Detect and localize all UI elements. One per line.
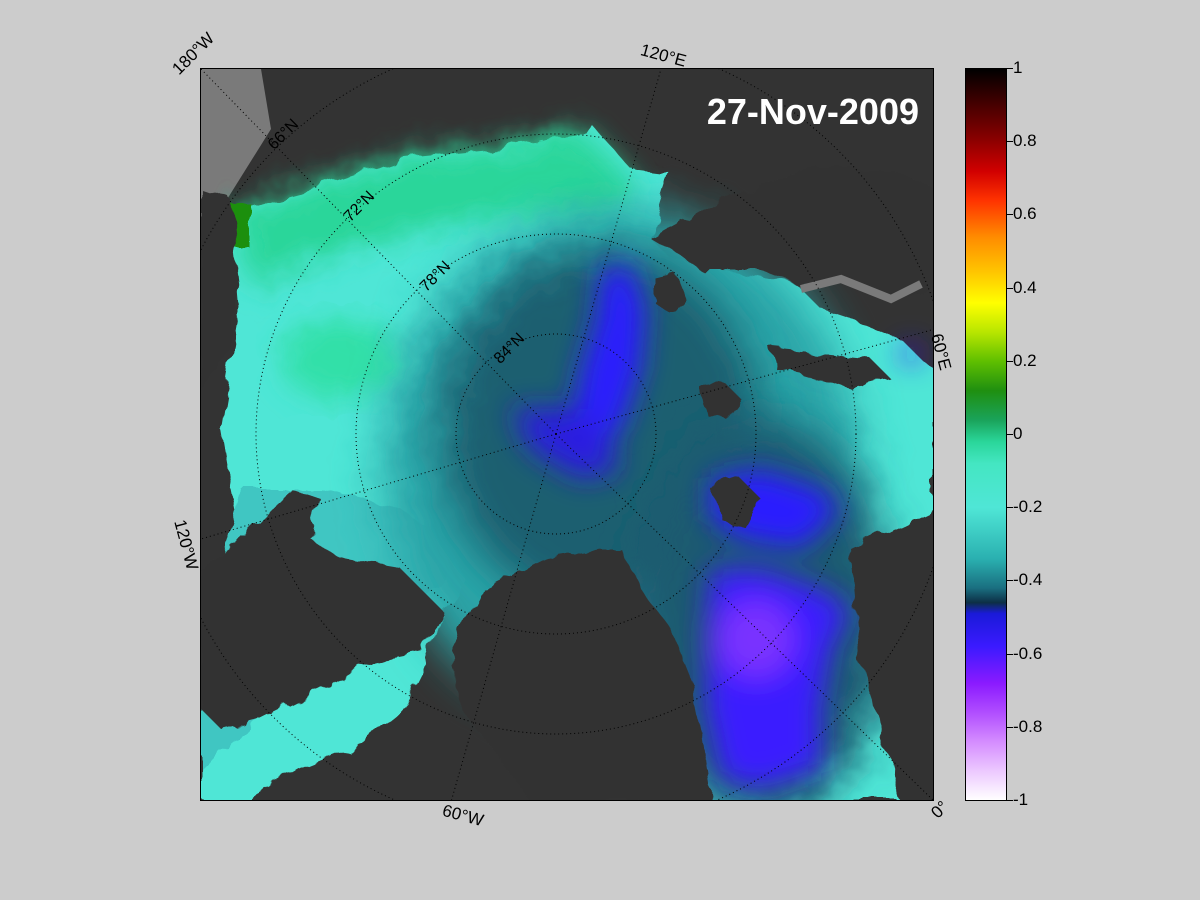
land-franz-josef (701, 379, 741, 419)
colorbar-tick-label: -0.2 (1013, 497, 1043, 517)
anomaly-blue (511, 264, 921, 789)
lon-label-120e: 120°E (638, 40, 689, 71)
colorbar-tick (1007, 507, 1013, 509)
land-canadian-islands (201, 489, 441, 729)
land-novaya-zemlya (771, 349, 891, 389)
colorbar-tick (1007, 653, 1013, 655)
ocean-green-band (236, 129, 641, 289)
graticule (201, 69, 933, 800)
colorbar-tick (1007, 800, 1013, 801)
land-masses (201, 169, 933, 800)
coast-gray-laptev (800, 274, 923, 304)
meridian-0 (555, 433, 933, 800)
ocean-green-patch (281, 319, 401, 399)
blue-kara-spot (901, 346, 921, 362)
colorbar-tick-label: 0.8 (1013, 131, 1037, 151)
colorbar-tick (1007, 141, 1013, 143)
ocean-darkgreen-strip (231, 204, 251, 249)
lat-circle-72 (255, 133, 857, 735)
colorbar-tick (1007, 726, 1013, 728)
land-greenland (451, 549, 711, 800)
lat-circle-84 (455, 333, 657, 535)
colorbar (965, 68, 1007, 801)
colorbar-tick-label: -1 (1013, 790, 1029, 809)
colorbar-tick-label: 0.4 (1013, 277, 1037, 297)
colorbar-tick-label: 0.2 (1013, 350, 1037, 370)
colorbar-tick-label: 1 (1013, 58, 1023, 77)
meridian-120e (555, 69, 662, 435)
colorbar-tick (1007, 68, 1013, 69)
colorbar-tick (1007, 287, 1013, 289)
colorbar-tick (1007, 214, 1013, 216)
colorbar-tick-label: -0.8 (1013, 716, 1043, 736)
meridian-60e (555, 329, 933, 435)
land-svalbard (711, 479, 761, 529)
colorbar-tick (1007, 360, 1013, 362)
lat-circle-78 (355, 233, 757, 635)
blue-arm-center (511, 409, 621, 479)
meridian-180 (201, 69, 557, 435)
colorbar-tick-label: 0 (1013, 424, 1023, 443)
blue-arm-north (571, 264, 646, 449)
meridian-120w (201, 433, 557, 540)
lon-label-0: 0° (927, 797, 953, 823)
map-frame: 27-Nov-2009 (200, 68, 934, 801)
land-nw (201, 189, 241, 389)
land-siberia (651, 169, 933, 299)
land-scandinavia (851, 509, 933, 800)
arctic-map (201, 69, 933, 800)
outside-region (201, 69, 271, 219)
colorbar-tick (1007, 434, 1013, 435)
colorbar-tick-label: 0.6 (1013, 204, 1037, 224)
colorbar-tick-label: -0.4 (1013, 570, 1043, 590)
colorbar-tick-label: -0.6 (1013, 643, 1043, 663)
land-severnaya (656, 274, 686, 314)
lon-label-60w: 60°W (440, 800, 486, 831)
colorbar-tick (1007, 580, 1013, 582)
map-date: 27-Nov-2009 (706, 91, 919, 132)
lon-label-120w: 120°W (170, 517, 202, 573)
violet-core (716, 599, 796, 679)
